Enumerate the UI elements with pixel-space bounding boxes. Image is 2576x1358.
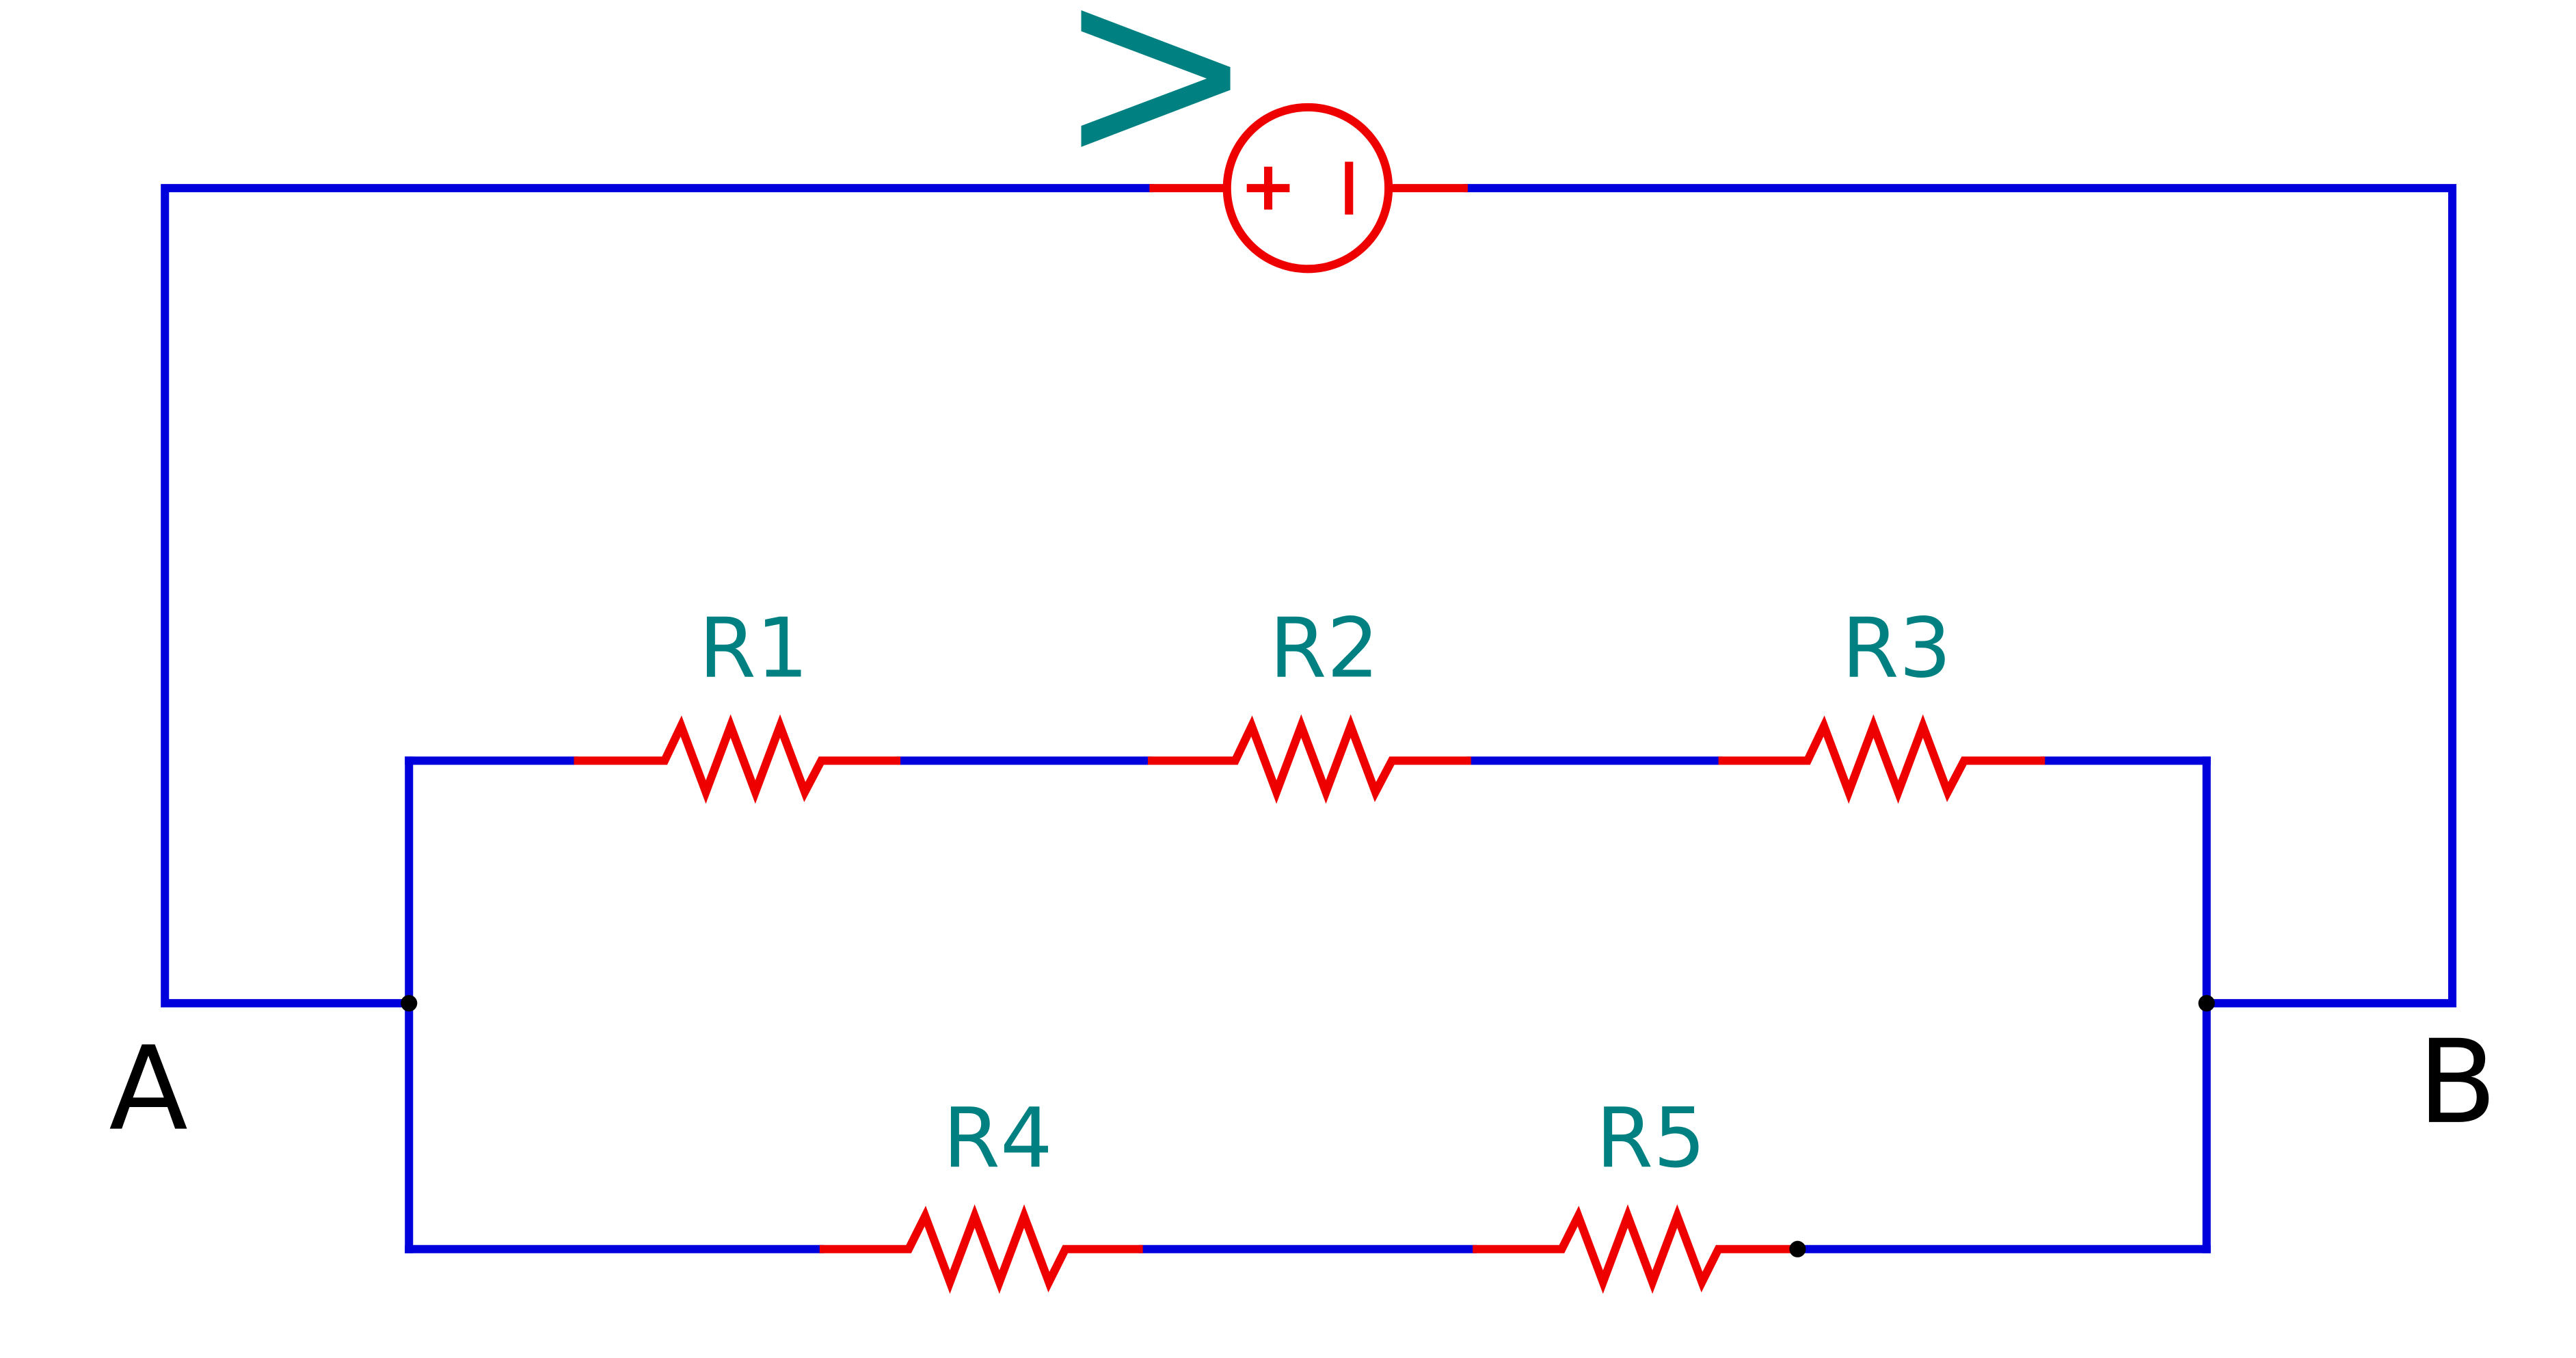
junction-dot-r5 <box>1789 1240 1806 1257</box>
resistor-r4 <box>819 1204 1143 1294</box>
label-r2: R2 <box>1270 600 1380 696</box>
wire-top-right <box>1463 184 2457 1008</box>
wires <box>161 184 2457 1253</box>
label-r5: R5 <box>1596 1091 1706 1186</box>
label-v1: V1 <box>1041 0 1279 148</box>
wire-top-left <box>161 184 1154 1008</box>
resistor-r5 <box>1473 1204 1798 1294</box>
node-label-b: B <box>2417 1015 2497 1149</box>
resistor-r3 <box>1718 714 2045 804</box>
label-r3: R3 <box>1842 600 1952 696</box>
resistor-r2 <box>1147 714 1471 804</box>
junction-dot-b <box>2198 995 2215 1012</box>
label-r4: R4 <box>943 1091 1053 1186</box>
label-r1: R1 <box>699 600 809 696</box>
junction-dot-a <box>401 995 418 1012</box>
resistor-r1 <box>574 714 901 804</box>
voltage-source-v1 <box>1149 103 1468 274</box>
node-label-a: A <box>109 1022 188 1156</box>
